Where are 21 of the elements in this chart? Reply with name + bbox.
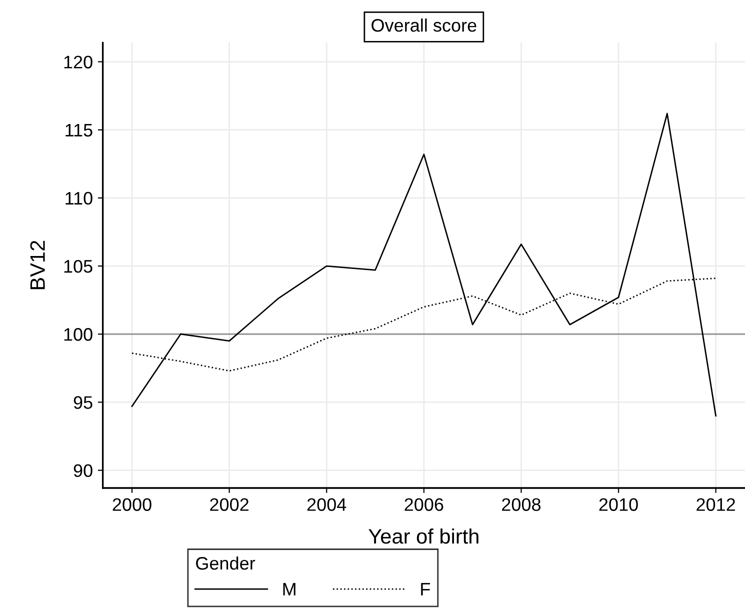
x-tick-label: 2006 (404, 498, 444, 511)
x-axis-title: Year of birth (368, 528, 478, 544)
y-tick-label: 100 (64, 328, 92, 341)
legend-title: Gender (196, 556, 256, 570)
y-tick-label: 90 (74, 464, 92, 478)
y-tick-label: 105 (64, 260, 92, 273)
x-tick-label: 2004 (307, 498, 346, 511)
y-axis-title: BV12 (30, 240, 45, 290)
x-tick-label: 2010 (599, 498, 638, 511)
legend-label: F (421, 583, 430, 596)
x-tick-label: 2002 (210, 498, 248, 511)
y-tick-label: 115 (66, 124, 92, 137)
y-tick-label: 110 (66, 192, 92, 205)
x-tick-label: 2000 (112, 498, 152, 511)
line-series (131, 112, 717, 417)
x-tick-label: 2008 (502, 498, 541, 511)
y-tick-label: 120 (64, 56, 92, 68)
legend-label: M (283, 583, 296, 596)
chart-title: Overall score (372, 18, 476, 32)
y-tick-label: 95 (74, 396, 92, 409)
x-tick-label: 2012 (696, 498, 735, 511)
